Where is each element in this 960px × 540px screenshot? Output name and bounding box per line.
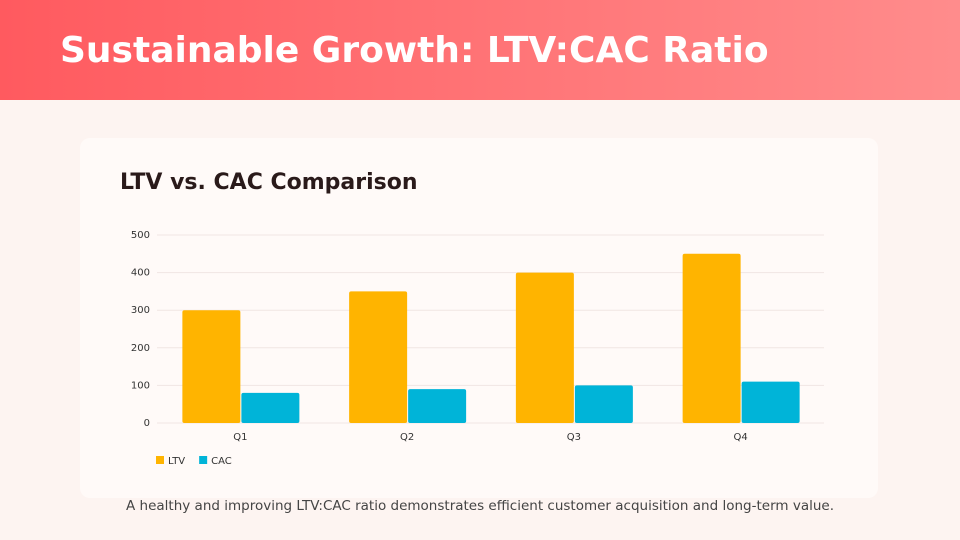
legend-swatch (199, 456, 208, 464)
header: Sustainable Growth: LTV:CAC Ratio (0, 0, 960, 100)
bar (515, 272, 574, 423)
y-tick-label: 400 (131, 268, 150, 279)
bar (574, 385, 633, 423)
y-tick-label: 100 (131, 380, 150, 391)
x-tick-label: Q4 (734, 432, 748, 443)
y-tick-label: 500 (131, 230, 150, 241)
bar (241, 392, 300, 423)
y-tick-label: 300 (131, 305, 150, 316)
x-tick-label: Q1 (233, 432, 247, 443)
bar (182, 310, 241, 423)
y-tick-label: 200 (131, 343, 150, 354)
page-title: Sustainable Growth: LTV:CAC Ratio (60, 30, 769, 71)
legend-label: CAC (211, 456, 232, 467)
chart-title: LTV vs. CAC Comparison (120, 170, 418, 195)
bar (682, 253, 741, 423)
bar (408, 389, 467, 423)
bar (741, 381, 800, 423)
bar (349, 291, 408, 423)
x-tick-label: Q3 (567, 432, 581, 443)
legend-swatch (156, 456, 164, 464)
x-tick-label: Q2 (400, 432, 414, 443)
caption: A healthy and improving LTV:CAC ratio de… (126, 498, 834, 514)
y-tick-label: 0 (144, 418, 150, 429)
legend-label: LTV (168, 456, 185, 467)
